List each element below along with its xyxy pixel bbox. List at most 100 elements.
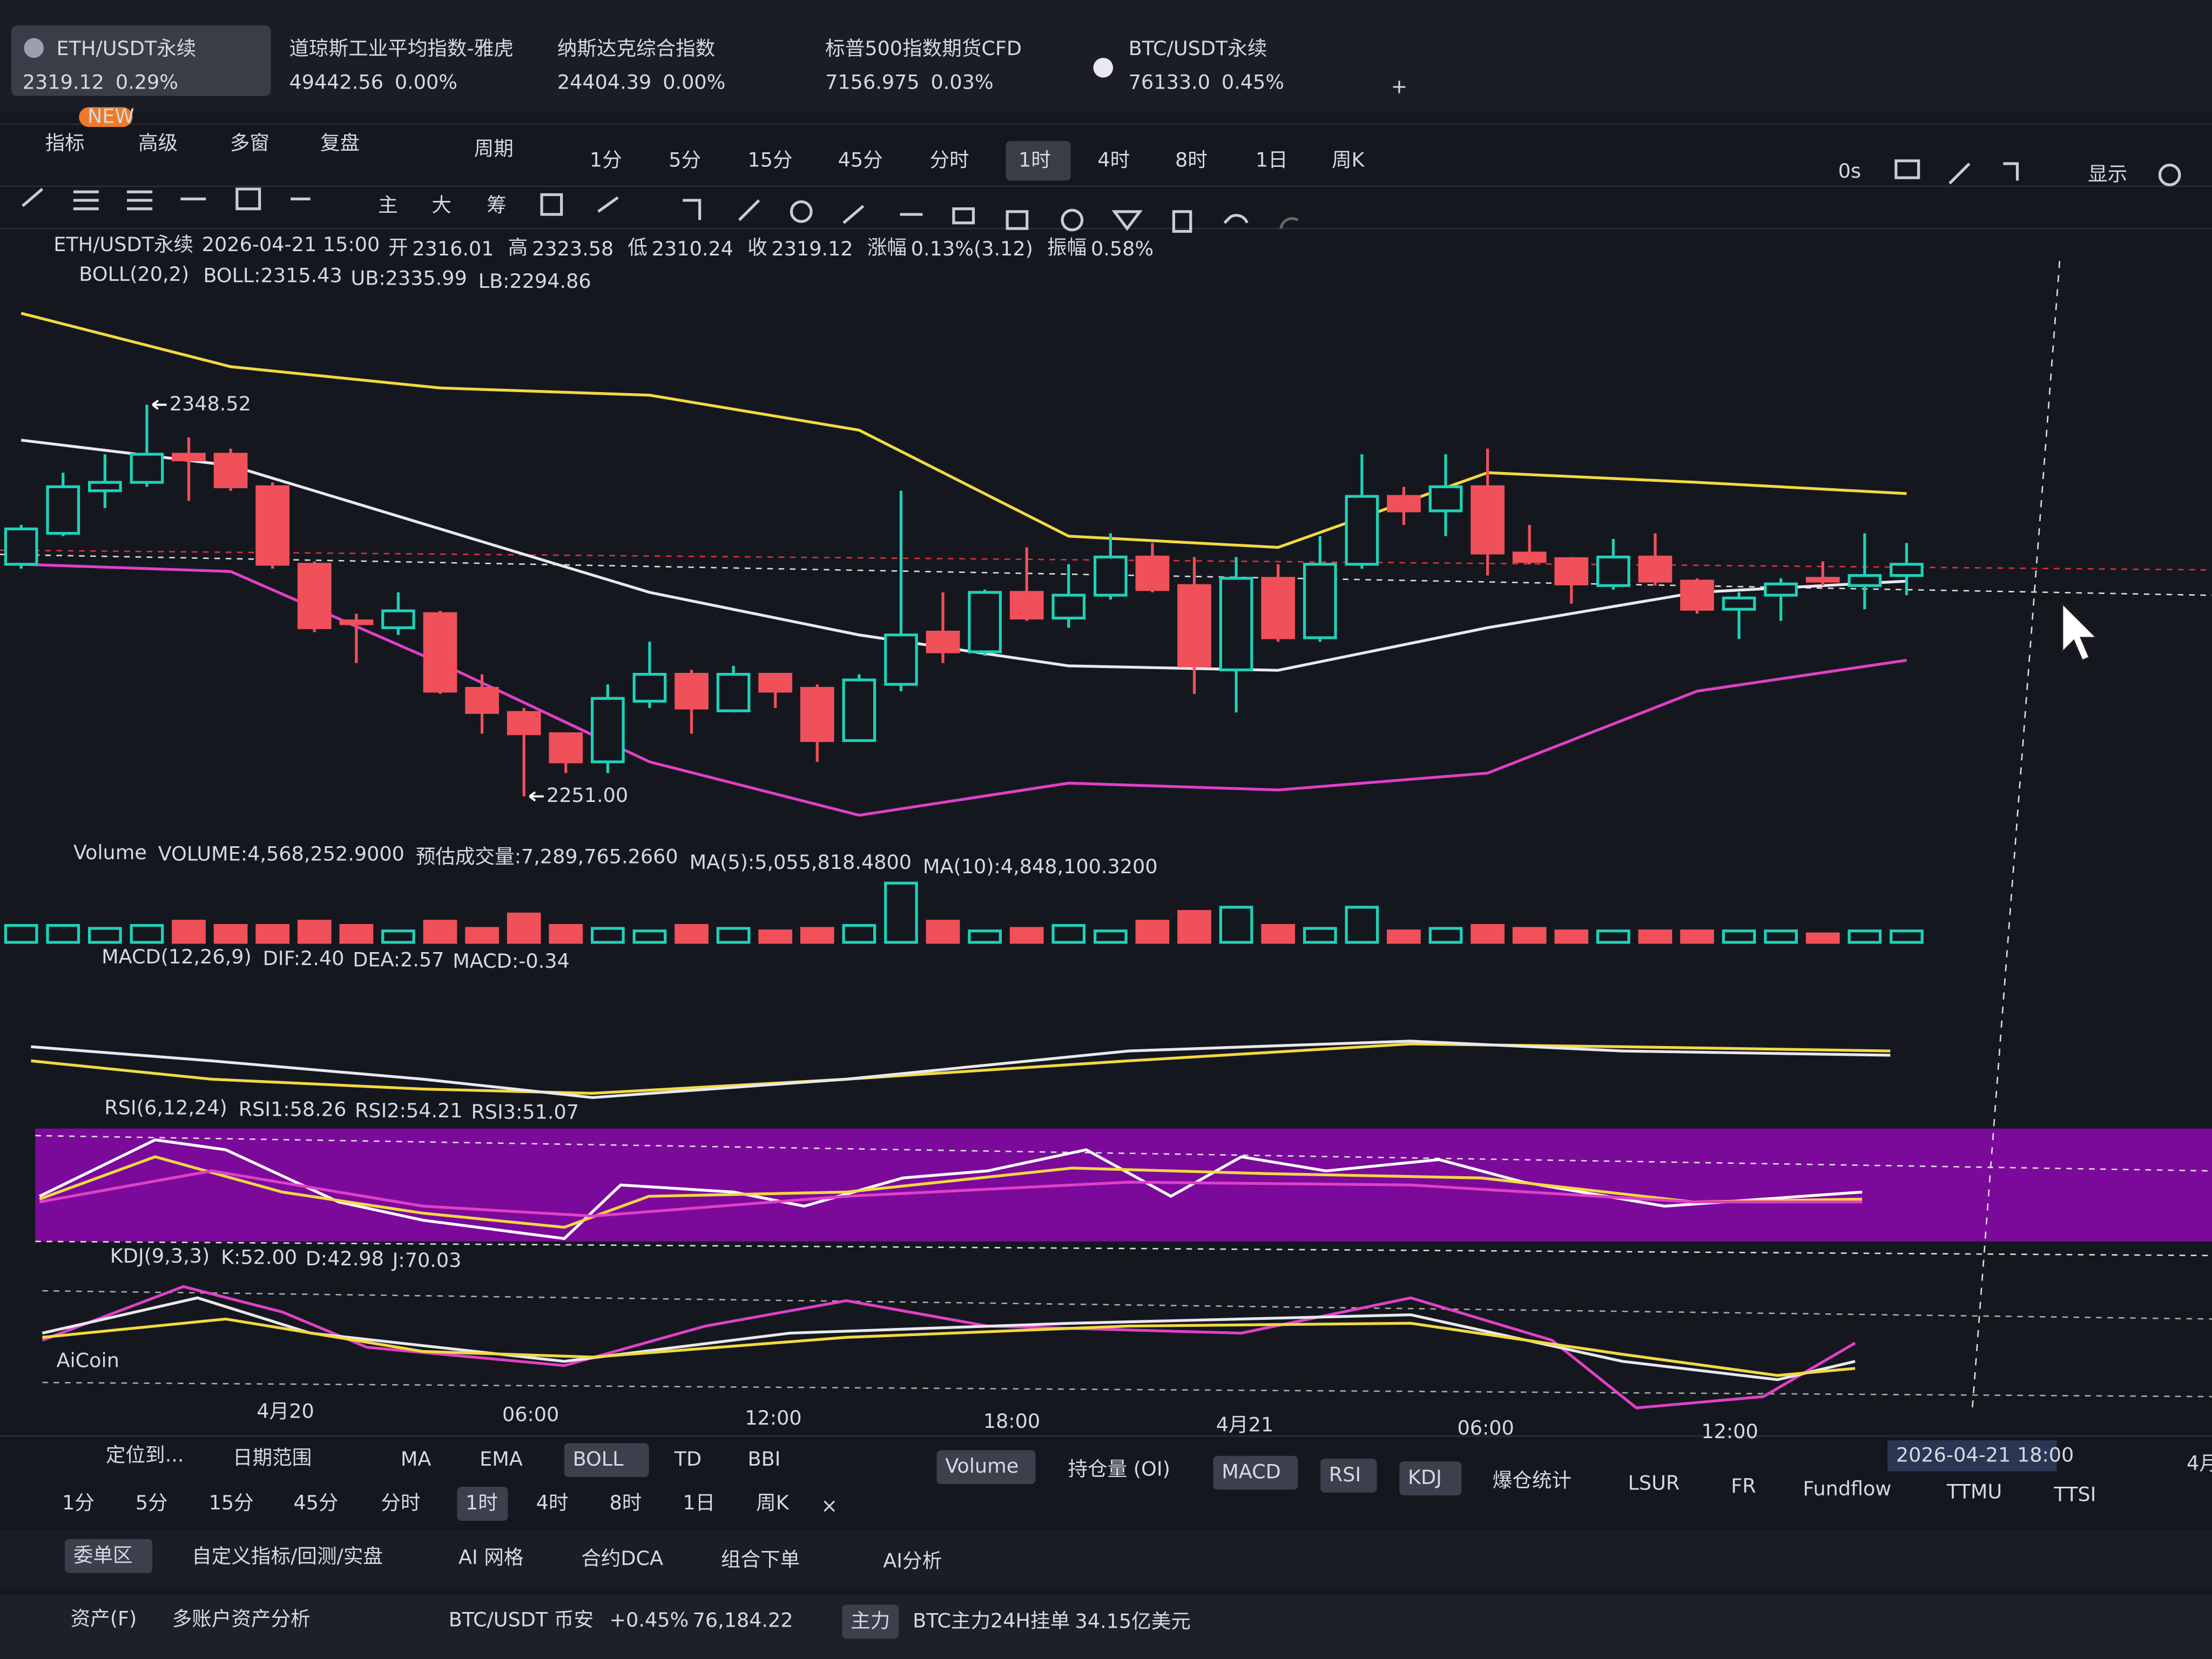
- field-value: 2316.01: [412, 237, 494, 260]
- time-label: 06:00: [1457, 1417, 1514, 1440]
- bottom-interval[interactable]: 1分: [62, 1491, 95, 1514]
- candle-body: [758, 673, 793, 693]
- volume-bar: [339, 924, 374, 944]
- interval[interactable]: 分时: [929, 148, 969, 171]
- volume-bar: [297, 920, 332, 944]
- bottom-interval[interactable]: 周K: [756, 1491, 790, 1514]
- order-tab[interactable]: AI分析: [883, 1549, 942, 1572]
- sub-indicator[interactable]: FR: [1731, 1474, 1756, 1498]
- bottom-interval-bg: [457, 1487, 508, 1521]
- draw-tool[interactable]: 大: [431, 193, 451, 217]
- sub-indicator[interactable]: RSI: [1329, 1463, 1361, 1486]
- order-tab[interactable]: 合约DCA: [581, 1547, 663, 1570]
- bottom-interval[interactable]: 5分: [136, 1491, 168, 1514]
- candle-body: [716, 673, 751, 712]
- ticker-change: 0.00%: [663, 71, 725, 94]
- bottom-interval[interactable]: 8时: [609, 1491, 642, 1514]
- macd-dea: DEA:2.57: [353, 948, 444, 971]
- candle-body: [1094, 555, 1128, 597]
- add-tab[interactable]: +: [1391, 75, 1408, 98]
- toolbar-item[interactable]: 高级: [138, 131, 178, 154]
- interval[interactable]: 1时: [1019, 148, 1051, 171]
- boll-name: BOLL(20,2): [79, 262, 189, 286]
- boll-line: [21, 439, 1907, 672]
- ticker-name[interactable]: BTC/USDT永续: [1129, 37, 1267, 60]
- sub-indicator[interactable]: LSUR: [1628, 1472, 1680, 1495]
- interval[interactable]: 15分: [747, 148, 792, 171]
- order-tab[interactable]: 组合下单: [721, 1548, 800, 1571]
- candle-body: [926, 630, 960, 653]
- sub-indicator[interactable]: Volume: [945, 1454, 1019, 1478]
- vol-estimate: 预估成交量:7,289,765.2660: [416, 845, 678, 868]
- toolbar-item[interactable]: 指标: [45, 131, 85, 154]
- volume-bar: [1009, 927, 1044, 944]
- interval[interactable]: 8时: [1175, 148, 1208, 171]
- sub-indicator[interactable]: KDJ: [1408, 1466, 1442, 1489]
- ticker-name[interactable]: 道琼斯工业平均指数-雅虎: [289, 37, 514, 60]
- ticker-name[interactable]: 标普500指数期货CFD: [825, 37, 1022, 60]
- interval[interactable]: 周K: [1332, 148, 1365, 171]
- main-indicator[interactable]: EMA: [480, 1447, 523, 1471]
- interval[interactable]: 5分: [669, 148, 701, 171]
- interval[interactable]: 45分: [838, 148, 883, 171]
- candle-body: [1428, 485, 1463, 512]
- toolbar-item[interactable]: 复盘: [320, 131, 360, 154]
- sub-indicator[interactable]: 持仓量 (OI): [1068, 1457, 1170, 1480]
- bottom-interval[interactable]: 45分: [293, 1491, 338, 1514]
- main-indicator[interactable]: TD: [674, 1447, 702, 1471]
- sub-indicator[interactable]: Fundflow: [1803, 1477, 1891, 1500]
- main-indicator[interactable]: BOLL: [573, 1447, 624, 1471]
- field-label: 开: [388, 235, 408, 259]
- sub-indicator[interactable]: TTMU: [1946, 1480, 2002, 1503]
- locate[interactable]: 定位到...: [106, 1443, 184, 1466]
- field-label: 收: [747, 235, 767, 259]
- candle-body: [1512, 551, 1547, 563]
- bottom-interval[interactable]: 1日: [683, 1491, 715, 1514]
- ticker-name[interactable]: ETH/USDT永续: [56, 37, 196, 60]
- toolbar-item[interactable]: 多窗: [230, 131, 269, 154]
- time-label: 4月20: [257, 1399, 314, 1422]
- bottom-interval[interactable]: 15分: [209, 1491, 254, 1514]
- bottom-interval[interactable]: 1时: [466, 1491, 498, 1514]
- order-tab[interactable]: 自定义指标/回测/实盘: [192, 1545, 383, 1568]
- date-range[interactable]: 日期范围: [233, 1446, 312, 1469]
- asset-order-value: 34.15亿美元: [1075, 1609, 1191, 1633]
- order-tab[interactable]: AI 网格: [458, 1546, 524, 1569]
- sub-indicator-bg: [1399, 1461, 1462, 1495]
- interval[interactable]: 4时: [1097, 148, 1130, 171]
- sub-indicator[interactable]: MACD: [1222, 1460, 1281, 1483]
- main-indicator[interactable]: BBI: [747, 1447, 780, 1471]
- kdj-d: D:42.98: [306, 1247, 384, 1270]
- volume-bar: [1135, 920, 1170, 944]
- volume-bar: [968, 929, 1002, 944]
- volume-bar: [632, 929, 667, 944]
- time-label: 18:00: [983, 1410, 1040, 1433]
- field-value: 0.58%: [1091, 237, 1154, 260]
- interval[interactable]: 1日: [1256, 148, 1288, 171]
- bottom-interval[interactable]: 4时: [536, 1491, 569, 1514]
- kdj-d-line: [42, 1317, 1856, 1377]
- draw-tool[interactable]: 筹: [487, 193, 507, 217]
- active-tab[interactable]: [11, 25, 271, 96]
- sub-indicator[interactable]: 爆仓统计: [1493, 1468, 1572, 1492]
- draw-tool[interactable]: 主: [378, 193, 398, 217]
- volume-bar: [1303, 927, 1337, 944]
- display-menu[interactable]: 显示: [2088, 162, 2127, 185]
- vol-name: Volume: [73, 841, 147, 864]
- candle-body: [1722, 596, 1756, 611]
- period-menu[interactable]: 周期: [474, 137, 514, 160]
- sub-indicator[interactable]: TTSI: [2053, 1482, 2096, 1506]
- bottom-interval[interactable]: 分时: [381, 1491, 420, 1514]
- active-interval[interactable]: [1006, 141, 1071, 181]
- order-tab[interactable]: 委单区: [73, 1543, 133, 1567]
- ticker-name[interactable]: 纳斯达克综合指数: [557, 37, 716, 60]
- ticker-bar: [0, 0, 2212, 113]
- boll-ub: UB:2335.99: [350, 267, 467, 290]
- interval[interactable]: 1分: [590, 148, 622, 171]
- candle-body: [255, 485, 290, 566]
- rsi-band: [35, 1128, 2212, 1242]
- boll-lb: LB:2294.86: [478, 269, 591, 293]
- close-intervals[interactable]: ×: [821, 1494, 838, 1517]
- main-indicator[interactable]: MA: [401, 1447, 431, 1471]
- ticker-price: 7156.975: [825, 71, 919, 94]
